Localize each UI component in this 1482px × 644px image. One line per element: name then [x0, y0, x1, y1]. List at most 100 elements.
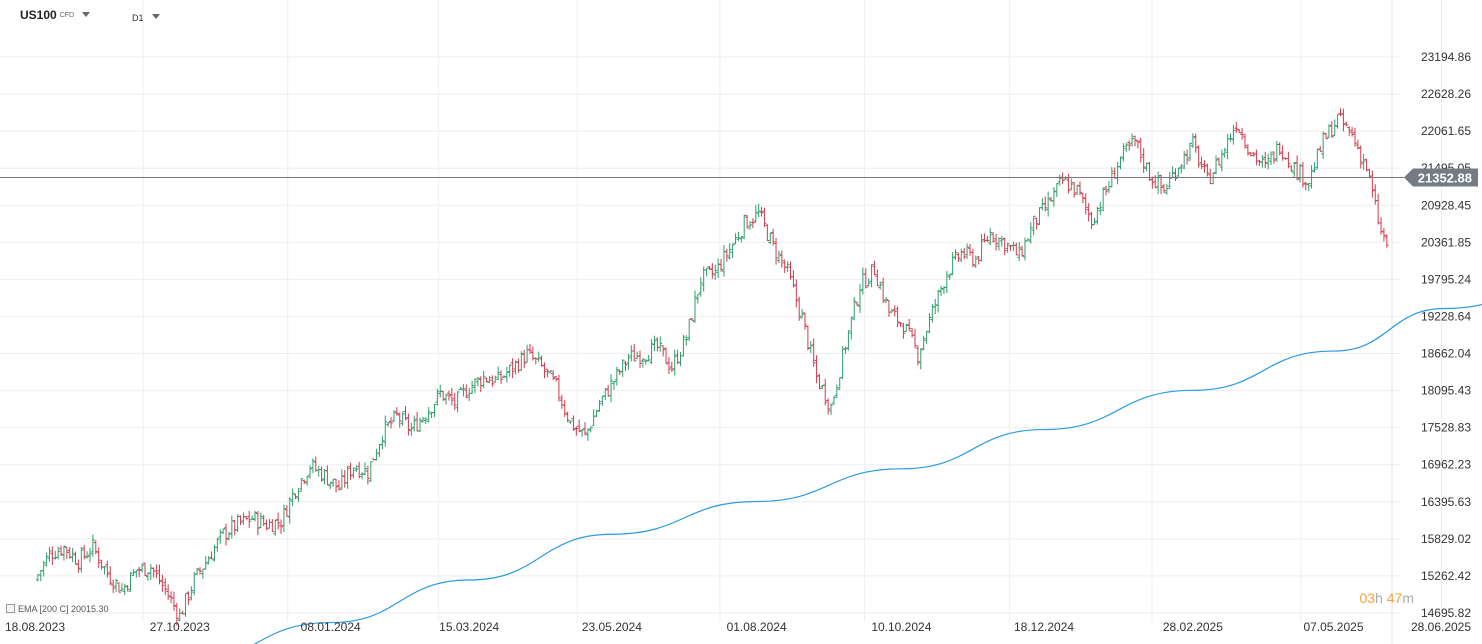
candle — [548, 370, 553, 374]
candle — [1225, 133, 1230, 160]
candle — [681, 334, 686, 357]
candle — [377, 444, 382, 457]
indicator-settings-icon[interactable] — [6, 604, 15, 613]
candle — [655, 337, 660, 352]
candle — [779, 250, 784, 268]
candle — [420, 417, 425, 423]
candle — [1051, 186, 1056, 207]
candle — [912, 328, 917, 348]
candle — [800, 309, 805, 319]
candle — [475, 376, 480, 387]
candle — [296, 487, 301, 502]
candle — [444, 393, 449, 405]
candle — [666, 357, 671, 375]
candle — [336, 480, 341, 491]
candle — [849, 316, 854, 340]
candle — [1379, 217, 1384, 235]
candle — [50, 546, 55, 566]
candle — [383, 415, 388, 447]
date-tick-label: 01.08.2024 — [727, 620, 787, 634]
grid-lines — [0, 0, 1442, 644]
candle — [166, 584, 171, 601]
candle — [519, 351, 524, 372]
candle — [1347, 126, 1352, 136]
candle — [322, 469, 327, 485]
chevron-down-icon[interactable] — [151, 14, 160, 19]
candle — [487, 376, 492, 384]
candle — [305, 475, 310, 486]
candle — [1179, 164, 1184, 174]
candle — [391, 410, 396, 423]
candle — [183, 593, 188, 617]
candle — [719, 258, 724, 272]
candle — [881, 277, 886, 304]
indicator-legend[interactable]: EMA [200 C] 20015.30 — [6, 604, 109, 614]
candle — [365, 465, 370, 485]
candle — [1086, 203, 1091, 222]
candle — [585, 428, 590, 441]
chevron-down-icon[interactable] — [82, 12, 91, 17]
candle — [209, 551, 214, 560]
candle — [617, 369, 622, 376]
candle — [1124, 142, 1129, 152]
time-axis[interactable]: 18.08.2023 27.10.2023 08.01.2024 15.03.2024… — [5, 620, 1471, 634]
candle — [270, 519, 275, 533]
candle — [79, 546, 84, 573]
candle — [484, 377, 489, 383]
candle — [122, 583, 127, 596]
candle — [415, 411, 420, 432]
candle — [999, 235, 1004, 247]
candle — [753, 205, 758, 223]
candle — [591, 409, 596, 427]
candle — [724, 249, 729, 262]
candle — [1324, 132, 1329, 140]
candle — [774, 237, 779, 265]
candle — [652, 335, 657, 352]
candle — [1211, 172, 1216, 185]
candle — [348, 462, 353, 480]
candle — [186, 591, 191, 606]
candle — [904, 324, 909, 333]
candle — [93, 540, 98, 555]
candle — [562, 400, 567, 417]
candle — [985, 235, 990, 242]
candle — [1112, 167, 1117, 179]
candle — [640, 357, 645, 368]
candle — [513, 360, 518, 375]
candle — [962, 248, 967, 260]
price-axis[interactable]: 23194.8622628.2622061.6521495.0520928.45… — [1421, 50, 1471, 620]
candle — [727, 243, 732, 260]
candle — [944, 271, 949, 294]
candle — [1017, 241, 1022, 262]
candle — [808, 340, 813, 354]
candle — [1318, 146, 1323, 152]
timeframe-selector[interactable]: D1 — [132, 13, 160, 23]
candle — [695, 293, 700, 304]
candle — [745, 214, 750, 229]
candle — [991, 231, 996, 243]
candle — [114, 578, 119, 593]
symbol-selector[interactable]: US100 CFD — [20, 8, 91, 22]
candle — [267, 518, 272, 529]
candle — [417, 417, 422, 433]
candle — [721, 245, 726, 277]
candle — [950, 252, 955, 276]
candle — [939, 285, 944, 296]
candle — [1292, 161, 1297, 178]
candle — [67, 547, 72, 559]
candle — [577, 419, 582, 433]
candle — [878, 281, 883, 290]
candle — [623, 360, 628, 371]
candle — [687, 318, 692, 342]
candle — [542, 362, 547, 379]
candle — [924, 330, 929, 344]
candle — [331, 478, 336, 487]
candle — [412, 415, 417, 432]
candle — [875, 269, 880, 287]
candle — [988, 227, 993, 246]
candle — [1240, 128, 1245, 140]
candle — [224, 523, 229, 546]
candle — [649, 339, 654, 364]
candle — [533, 357, 538, 365]
